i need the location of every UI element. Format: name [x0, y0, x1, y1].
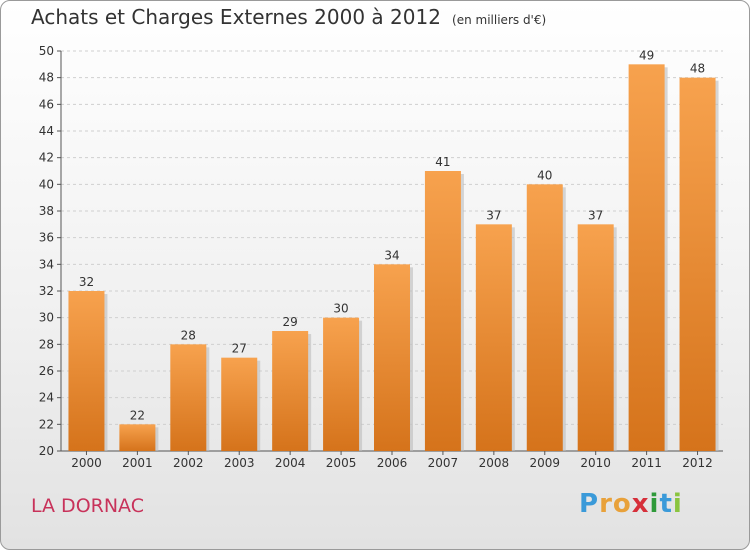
bar-value-label: 40 — [537, 168, 552, 182]
bar-value-label: 34 — [384, 248, 399, 262]
bar-value-label: 32 — [79, 275, 94, 289]
x-tick-label: 2003 — [224, 456, 255, 470]
x-tick-label: 2011 — [631, 456, 662, 470]
y-tick-label: 48 — [39, 71, 54, 85]
x-tick-label: 2010 — [580, 456, 611, 470]
bar-value-label: 37 — [588, 208, 603, 222]
bar-value-label: 49 — [639, 48, 654, 62]
x-tick-label: 2002 — [173, 456, 204, 470]
bar — [628, 64, 665, 452]
logo-letter: o — [612, 489, 632, 519]
x-tick-label: 2004 — [275, 456, 306, 470]
y-tick-label: 24 — [39, 391, 54, 405]
proxiti-logo: Proxiti — [579, 489, 683, 519]
x-tick-label: 2000 — [71, 456, 102, 470]
y-tick-label: 42 — [39, 151, 54, 165]
bar-value-label: 29 — [283, 315, 298, 329]
y-tick-label: 40 — [39, 177, 54, 191]
bar-value-label: 41 — [435, 155, 450, 169]
y-tick-label: 26 — [39, 364, 54, 378]
bar — [272, 331, 309, 451]
bar — [374, 264, 410, 451]
bar-value-label: 22 — [130, 408, 145, 422]
y-tick-label: 28 — [39, 337, 54, 351]
bar-value-label: 37 — [486, 208, 501, 222]
y-tick-label: 34 — [39, 257, 54, 271]
bar — [424, 171, 461, 451]
bar — [221, 357, 258, 451]
bar — [526, 184, 563, 452]
x-tick-label: 2007 — [428, 456, 459, 470]
bar — [475, 224, 512, 451]
logo-letter: i — [649, 489, 660, 519]
bar — [170, 344, 207, 451]
y-tick-label: 20 — [39, 444, 54, 458]
y-tick-label: 50 — [39, 44, 54, 58]
y-tick-label: 36 — [39, 231, 54, 245]
chart-title: Achats et Charges Externes 2000 à 2012 — [31, 5, 441, 29]
bar — [679, 77, 716, 452]
logo-letter: x — [631, 489, 650, 519]
y-tick-label: 30 — [39, 311, 54, 325]
y-tick-label: 44 — [39, 124, 54, 138]
y-tick-label: 38 — [39, 204, 54, 218]
x-tick-label: 2006 — [377, 456, 408, 470]
bar — [323, 317, 360, 451]
logo-letter: P — [579, 489, 600, 519]
y-tick-label: 22 — [39, 417, 54, 431]
x-tick-label: 2012 — [682, 456, 713, 470]
logo-letter: i — [672, 489, 683, 519]
bar — [119, 424, 156, 451]
commune-name: LA DORNAC — [31, 495, 144, 517]
x-tick-label: 2009 — [529, 456, 560, 470]
bar-value-label: 27 — [232, 342, 247, 356]
chart-subtitle: (en milliers d'€) — [452, 13, 547, 27]
y-tick-label: 46 — [39, 97, 54, 111]
title-row: Achats et Charges Externes 2000 à 2012 (… — [31, 5, 546, 29]
y-tick-label: 32 — [39, 284, 54, 298]
bar — [68, 291, 105, 451]
bar-value-label: 30 — [333, 302, 348, 316]
bar — [577, 224, 614, 451]
logo-letter: t — [659, 489, 673, 519]
x-tick-label: 2005 — [326, 456, 357, 470]
x-tick-label: 2008 — [479, 456, 510, 470]
x-tick-label: 2001 — [122, 456, 153, 470]
bar-value-label: 28 — [181, 328, 196, 342]
bar-value-label: 48 — [690, 62, 705, 76]
logo-letter: r — [599, 489, 613, 519]
